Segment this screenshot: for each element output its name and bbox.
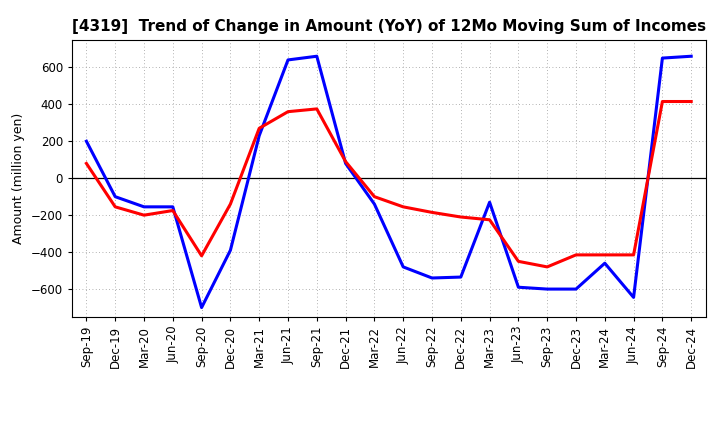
- Y-axis label: Amount (million yen): Amount (million yen): [12, 113, 25, 244]
- Ordinary Income: [572, 286, 580, 292]
- Ordinary Income: [485, 200, 494, 205]
- Ordinary Income: [514, 285, 523, 290]
- Ordinary Income: [284, 57, 292, 62]
- Ordinary Income: [82, 139, 91, 144]
- Ordinary Income: [600, 260, 609, 266]
- Line: Net Income: Net Income: [86, 102, 691, 267]
- Ordinary Income: [428, 275, 436, 281]
- Ordinary Income: [658, 55, 667, 61]
- Ordinary Income: [111, 194, 120, 199]
- Net Income: [312, 106, 321, 111]
- Net Income: [629, 252, 638, 257]
- Ordinary Income: [140, 204, 148, 209]
- Net Income: [428, 210, 436, 215]
- Ordinary Income: [197, 305, 206, 310]
- Net Income: [514, 259, 523, 264]
- Line: Ordinary Income: Ordinary Income: [86, 56, 691, 308]
- Net Income: [572, 252, 580, 257]
- Net Income: [197, 253, 206, 258]
- Net Income: [687, 99, 696, 104]
- Net Income: [456, 214, 465, 220]
- Net Income: [658, 99, 667, 104]
- Net Income: [255, 126, 264, 131]
- Net Income: [543, 264, 552, 270]
- Ordinary Income: [629, 295, 638, 300]
- Ordinary Income: [312, 54, 321, 59]
- Net Income: [600, 252, 609, 257]
- Ordinary Income: [687, 54, 696, 59]
- Net Income: [284, 109, 292, 114]
- Net Income: [399, 204, 408, 209]
- Ordinary Income: [341, 161, 350, 166]
- Net Income: [111, 204, 120, 209]
- Net Income: [226, 202, 235, 207]
- Ordinary Income: [168, 204, 177, 209]
- Net Income: [370, 194, 379, 199]
- Ordinary Income: [255, 133, 264, 138]
- Ordinary Income: [370, 202, 379, 207]
- Ordinary Income: [399, 264, 408, 270]
- Net Income: [140, 213, 148, 218]
- Ordinary Income: [543, 286, 552, 292]
- Ordinary Income: [226, 248, 235, 253]
- Title: [4319]  Trend of Change in Amount (YoY) of 12Mo Moving Sum of Incomes: [4319] Trend of Change in Amount (YoY) o…: [72, 19, 706, 34]
- Ordinary Income: [456, 275, 465, 280]
- Net Income: [168, 208, 177, 213]
- Net Income: [82, 161, 91, 166]
- Net Income: [341, 159, 350, 164]
- Net Income: [485, 217, 494, 222]
